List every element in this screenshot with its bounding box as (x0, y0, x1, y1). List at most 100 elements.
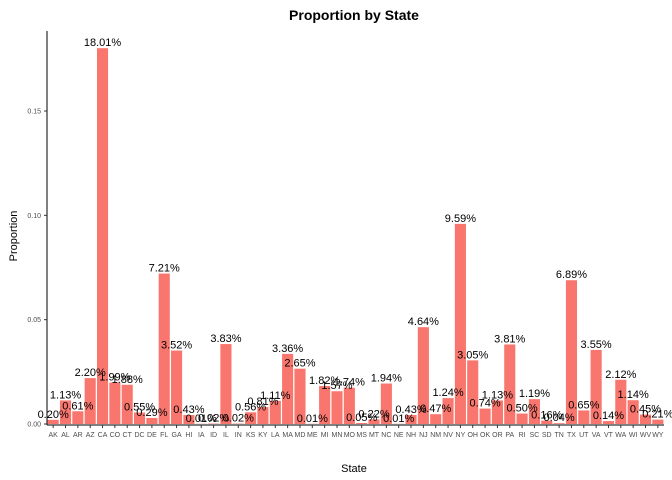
bar-il (220, 344, 232, 424)
x-tick-label-de: DE (147, 432, 157, 439)
data-label-ks: 0.56% (235, 401, 266, 413)
data-label-ia: 0.01% (186, 413, 217, 425)
data-label-il: 3.83% (210, 333, 241, 345)
data-label-az: 2.20% (75, 367, 106, 379)
data-label-pa: 3.81% (494, 334, 525, 346)
x-tick-label-ia: IA (198, 432, 205, 439)
data-label-ga: 3.52% (161, 340, 192, 352)
data-label-wv: 0.45% (630, 404, 661, 416)
x-tick-label-az: AZ (86, 432, 96, 439)
bar-ak (47, 419, 59, 424)
x-tick-label-or: OR (492, 432, 503, 439)
x-tick-label-ga: GA (172, 432, 182, 439)
bar-al (59, 400, 72, 424)
data-label-ct: 1.88% (112, 374, 143, 386)
x-tick-label-nm: NM (430, 432, 441, 439)
bar-mt (368, 419, 380, 424)
y-tick-label-3: 0.15 (27, 109, 41, 116)
y-tick-label-2: 0.10 (27, 213, 41, 220)
x-tick-label-tn: TN (554, 432, 563, 439)
x-tick-label-ri: RI (519, 432, 526, 439)
bar-nm (430, 414, 442, 424)
data-label-ar: 0.61% (62, 400, 93, 412)
bar-co (109, 382, 121, 424)
y-axis-title: Proportion (8, 211, 20, 262)
x-tick-label-dc: DC (134, 432, 144, 439)
x-tick-label-mi: MI (321, 432, 329, 439)
data-labels-layer: 0.20%1.13%0.61%2.20%18.01%1.99%1.88%0.55… (38, 37, 672, 425)
bar-fl (158, 273, 170, 424)
data-label-ri: 0.50% (506, 403, 537, 415)
bar-ms (356, 422, 368, 424)
data-label-sc: 1.19% (519, 388, 550, 400)
bar-az (84, 378, 96, 424)
data-label-mn: 1.57% (321, 380, 352, 392)
bar-sd (541, 420, 553, 424)
data-label-wy: 0.21% (642, 409, 672, 421)
bar-mn (331, 391, 343, 424)
data-label-la: 1.11% (260, 390, 291, 402)
bar-nh (405, 415, 417, 424)
x-tick-label-pa: PA (505, 432, 514, 439)
x-tick-label-sd: SD (542, 432, 552, 439)
data-label-sd: 0.16% (531, 410, 562, 422)
data-label-wi: 1.14% (618, 389, 649, 401)
x-tick-label-id: ID (210, 432, 217, 439)
bar-hi (183, 415, 195, 424)
x-tick-label-la: LA (271, 432, 280, 439)
bar-ga (171, 350, 183, 424)
bar-ct (121, 384, 133, 424)
data-label-md: 2.65% (284, 358, 315, 370)
data-label-nh: 0.43% (395, 404, 426, 416)
data-label-ca: 18.01% (84, 37, 122, 49)
bar-md (294, 368, 306, 424)
bar-ok (479, 408, 491, 424)
bar-sc (528, 399, 540, 424)
data-label-tn: 0.04% (544, 412, 575, 424)
bar-wa (615, 379, 627, 424)
data-label-nj: 4.64% (408, 316, 439, 328)
x-tick-label-ar: AR (73, 432, 83, 439)
x-tick-label-ct: CT (123, 432, 133, 439)
x-tick-label-ok: OK (480, 432, 490, 439)
data-label-de: 0.29% (136, 407, 167, 419)
x-tick-label-md: MD (295, 432, 306, 439)
x-ticks: AK AL AR AZ CA CO CT DC DE FL GA HI IA ID IL IN KS KY LA MA… (48, 425, 664, 439)
x-tick-label-co: CO (110, 432, 121, 439)
bar-wv (639, 414, 652, 424)
y-ticks: 0.00 0.05 0.10 0.15 (27, 109, 47, 429)
data-label-ma: 3.36% (272, 343, 303, 355)
data-label-co: 1.99% (99, 371, 130, 383)
bar-ny (454, 223, 466, 424)
x-tick-label-ca: CA (98, 432, 108, 439)
x-tick-label-vt: VT (604, 432, 614, 439)
bar-nv (442, 398, 454, 424)
x-tick-label-wa: WA (615, 432, 626, 439)
x-tick-label-ks: KS (246, 432, 256, 439)
x-tick-label-me: ME (307, 432, 318, 439)
data-label-al: 1.13% (50, 389, 81, 401)
bar-wy (652, 419, 664, 424)
data-label-ak: 0.20% (38, 409, 69, 421)
x-tick-label-wi: WI (629, 432, 638, 439)
bar-ky (257, 407, 269, 424)
bar-ma (282, 353, 294, 424)
data-label-me: 0.01% (297, 413, 328, 425)
bar-la (269, 400, 281, 424)
x-tick-label-ne: NE (394, 432, 404, 439)
x-tick-label-nj: NJ (419, 432, 428, 439)
x-tick-label-mn: MN (332, 432, 343, 439)
bar-de (146, 417, 158, 424)
x-tick-label-mo: MO (344, 432, 356, 439)
x-tick-label-sc: SC (530, 432, 540, 439)
bar-wi (627, 400, 639, 424)
data-label-mo: 1.74% (334, 377, 365, 389)
bar-vt (602, 421, 615, 424)
bar-oh (467, 360, 479, 424)
data-label-or: 1.13% (482, 389, 513, 401)
bar-va (590, 349, 602, 424)
data-label-id: 0.02% (198, 413, 229, 425)
x-tick-label-wy: WY (652, 432, 664, 439)
data-label-mt: 0.22% (358, 408, 389, 420)
